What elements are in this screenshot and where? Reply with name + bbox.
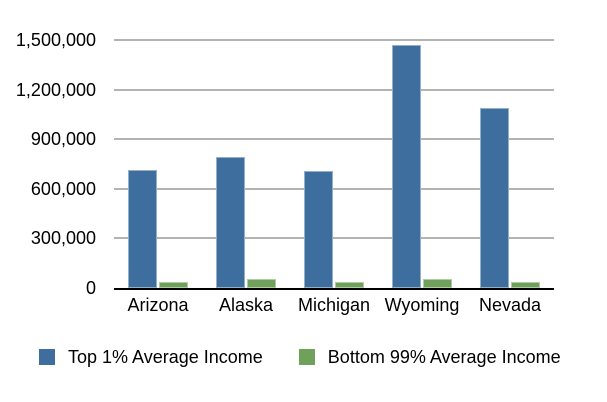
bar-bottom-alaska xyxy=(247,278,276,288)
y-tick-label: 900,000 xyxy=(30,129,96,150)
legend: Top 1% Average Income Bottom 99% Average… xyxy=(39,347,561,367)
gridline xyxy=(114,237,554,240)
bar-group-arizona xyxy=(114,40,202,288)
x-axis-label: Arizona xyxy=(127,295,189,315)
legend-swatch-top1 xyxy=(39,349,55,365)
legend-label-top1: Top 1% Average Income xyxy=(68,347,263,367)
y-tick-label: 300,000 xyxy=(30,228,96,249)
bar-group-wyoming xyxy=(378,40,466,288)
x-axis-label: Michigan xyxy=(297,295,371,315)
bar-top-arizona xyxy=(128,170,157,288)
bar-bottom-wyoming xyxy=(423,279,452,288)
bar-top-nevada xyxy=(480,108,509,288)
gridline xyxy=(114,39,554,41)
bar-bottom-arizona xyxy=(159,282,188,288)
plot-area xyxy=(114,39,554,290)
legend-label-bottom99: Bottom 99% Average Income xyxy=(327,347,561,367)
bar-group-michigan xyxy=(290,40,378,288)
gridline xyxy=(114,187,554,190)
legend-item-bottom99: Bottom 99% Average Income xyxy=(298,347,561,367)
x-axis: Arizona Alaska Michigan Wyoming Nevada xyxy=(114,295,554,315)
gridline xyxy=(114,138,554,141)
bar-top-michigan xyxy=(304,171,333,288)
bar-bottom-michigan xyxy=(335,282,364,288)
bar-bottom-nevada xyxy=(511,281,540,288)
bar-groups xyxy=(114,40,554,288)
bar-top-alaska xyxy=(216,157,245,288)
bar-group-alaska xyxy=(202,40,290,288)
y-tick-label: 1,500,000 xyxy=(15,30,96,50)
x-axis-label: Nevada xyxy=(478,295,542,315)
bar-group-nevada xyxy=(466,40,554,288)
x-axis-label: Alaska xyxy=(218,295,274,315)
gridline xyxy=(114,88,554,91)
bar-top-wyoming xyxy=(392,44,421,288)
legend-swatch-bottom99 xyxy=(298,349,315,365)
y-tick-label: 1,200,000 xyxy=(15,79,96,100)
y-tick-label: 600,000 xyxy=(30,178,96,199)
y-tick-label: 0 xyxy=(85,278,96,298)
x-axis-label: Wyoming xyxy=(384,295,460,315)
legend-item-top1: Top 1% Average Income xyxy=(39,347,263,367)
